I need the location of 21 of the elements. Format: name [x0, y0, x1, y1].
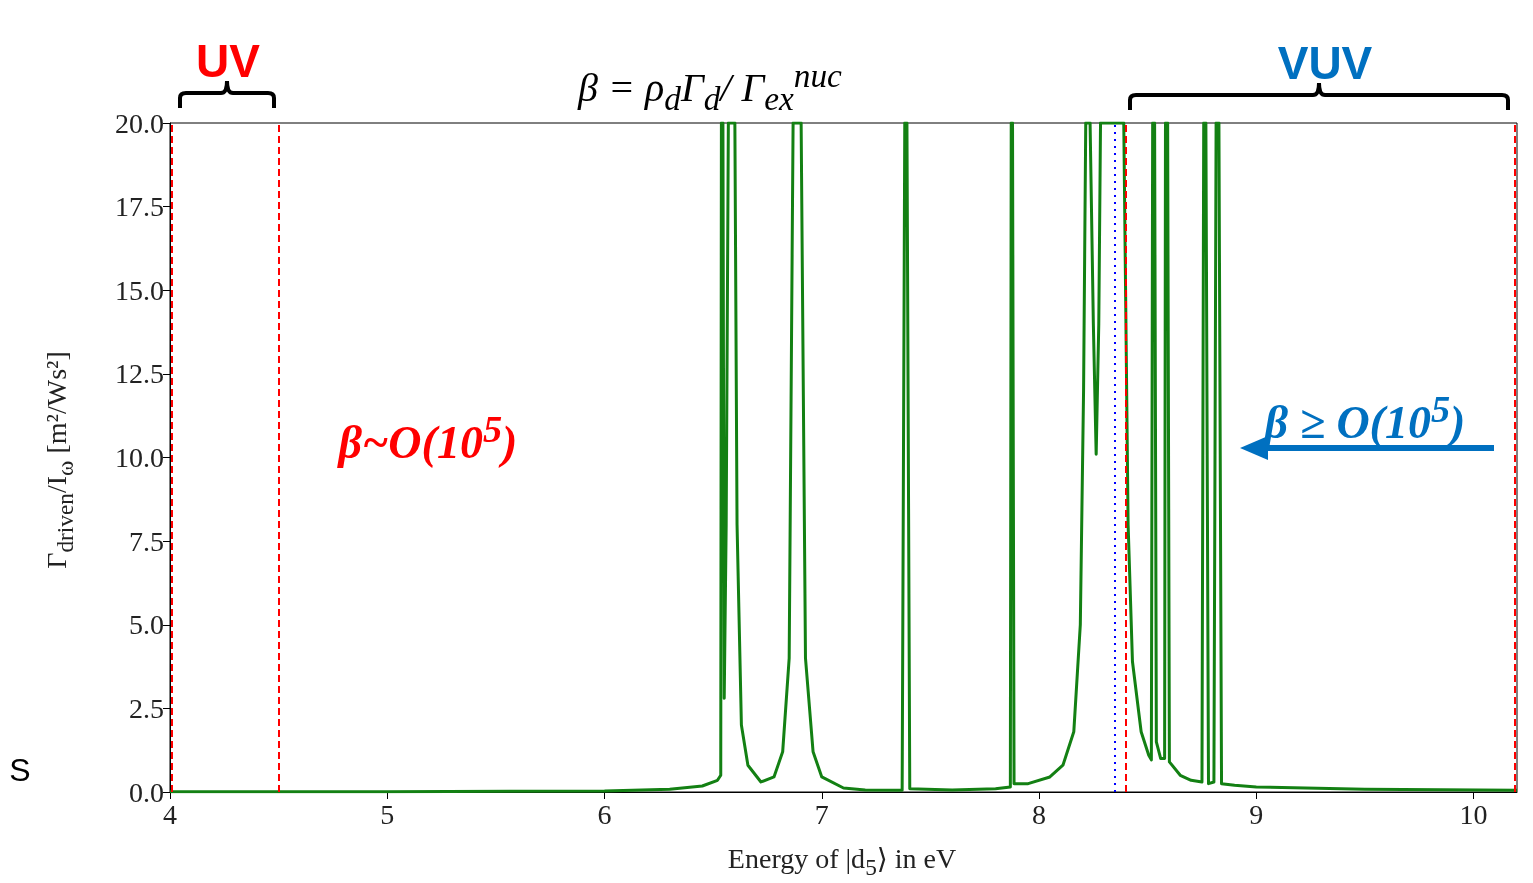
x-tick-label: 4: [163, 798, 177, 830]
y-tick-label: 12.5: [115, 358, 164, 390]
y-tick-label: 5.0: [129, 609, 164, 641]
y-tick-label: 2.5: [129, 692, 164, 724]
y-tick-label: 15.0: [115, 274, 164, 306]
annotation: β~O(10$^{5}$): [338, 408, 518, 469]
y-tick-label: 20.0: [115, 107, 164, 139]
x-axis-title: Energy of |d$_{5}$⟩ in eV: [727, 842, 957, 881]
y-tick-label: 7.5: [129, 525, 164, 557]
text: VUV: [1277, 37, 1373, 89]
x-tick-label: 9: [1249, 798, 1264, 830]
x-tick-label: 8: [1032, 798, 1047, 830]
x-tick-label: 5: [380, 798, 395, 830]
y-tick-label: 10.0: [115, 442, 164, 473]
y-tick-label: 17.5: [115, 191, 164, 223]
y-tick-label: 0.0: [129, 776, 164, 808]
text: S: [9, 752, 31, 789]
x-tick-label: 6: [597, 798, 612, 830]
x-tick-label: 7: [814, 798, 829, 830]
x-tick-label: 10: [1459, 798, 1488, 830]
text: UV: [196, 35, 260, 87]
